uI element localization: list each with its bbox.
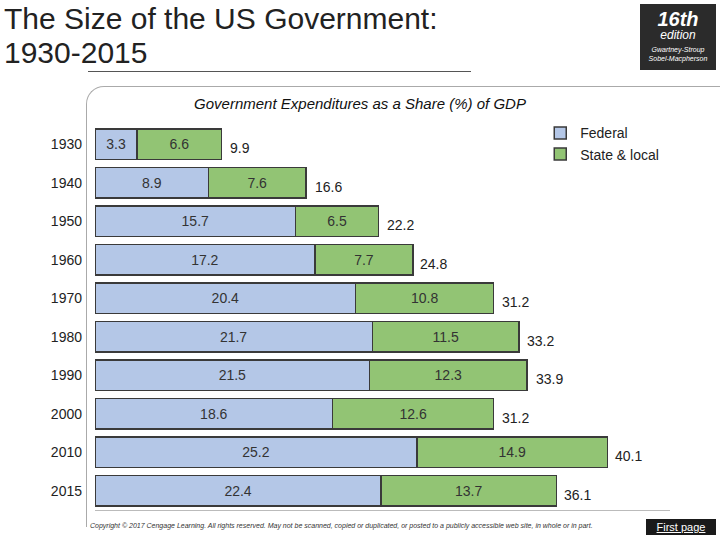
svg-text:10.8: 10.8 [411,290,438,306]
svg-text:1930: 1930 [51,136,82,152]
svg-text:7.6: 7.6 [247,175,267,191]
svg-text:9.9: 9.9 [230,140,250,156]
svg-text:1980: 1980 [51,329,82,345]
svg-text:33.9: 33.9 [536,371,563,387]
svg-text:State & local: State & local [580,147,659,163]
svg-text:7.7: 7.7 [354,252,374,268]
svg-text:24.8: 24.8 [420,256,447,272]
html-text:Copyright © 2017 Cengage Learn: Copyright © 2017 Cengage Learning. All r… [90,522,593,529]
svg-text:1970: 1970 [51,290,82,306]
svg-text:22.2: 22.2 [387,217,414,233]
svg-text:31.2: 31.2 [502,410,529,426]
svg-text:21.5: 21.5 [219,367,246,383]
svg-text:22.4: 22.4 [224,483,251,499]
html-text:16th: 16th [657,8,699,30]
html-text:The Size of the US Government:: The Size of the US Government: 1930-2015 [4,2,438,69]
svg-text:12.3: 12.3 [435,367,462,383]
svg-text:33.2: 33.2 [527,333,554,349]
svg-text:1950: 1950 [51,213,82,229]
svg-text:36.1: 36.1 [564,487,591,503]
svg-text:1940: 1940 [51,175,82,191]
svg-text:6.5: 6.5 [327,213,347,229]
svg-text:31.2: 31.2 [502,294,529,310]
svg-text:17.2: 17.2 [191,252,218,268]
svg-text:Federal: Federal [580,125,627,141]
svg-text:16.6: 16.6 [315,179,342,195]
svg-text:21.7: 21.7 [220,329,247,345]
svg-text:Government Expenditures as a S: Government Expenditures as a Share (%) o… [194,95,526,112]
svg-text:12.6: 12.6 [399,406,426,422]
svg-text:8.9: 8.9 [142,175,162,191]
svg-text:2010: 2010 [51,444,82,460]
svg-text:40.1: 40.1 [615,448,642,464]
svg-text:25.2: 25.2 [242,444,269,460]
svg-text:1960: 1960 [51,252,82,268]
svg-text:13.7: 13.7 [455,483,482,499]
svg-text:18.6: 18.6 [200,406,227,422]
svg-text:3.3: 3.3 [106,136,126,152]
html-text:edition: edition [660,28,696,42]
svg-text:2015: 2015 [51,483,82,499]
svg-text:11.5: 11.5 [433,329,459,345]
svg-text:20.4: 20.4 [212,290,239,306]
html-text:Sobel-Macpherson: Sobel-Macpherson [648,55,708,62]
html-text:Gwartney-Stroup: Gwartney-Stroup [651,46,705,53]
svg-text:6.6: 6.6 [169,136,189,152]
svg-text:15.7: 15.7 [182,213,209,229]
svg-text:14.9: 14.9 [498,444,525,460]
svg-text:1990: 1990 [51,367,82,383]
html-text:First page: First page [656,521,706,533]
svg-text:2000: 2000 [51,406,82,422]
